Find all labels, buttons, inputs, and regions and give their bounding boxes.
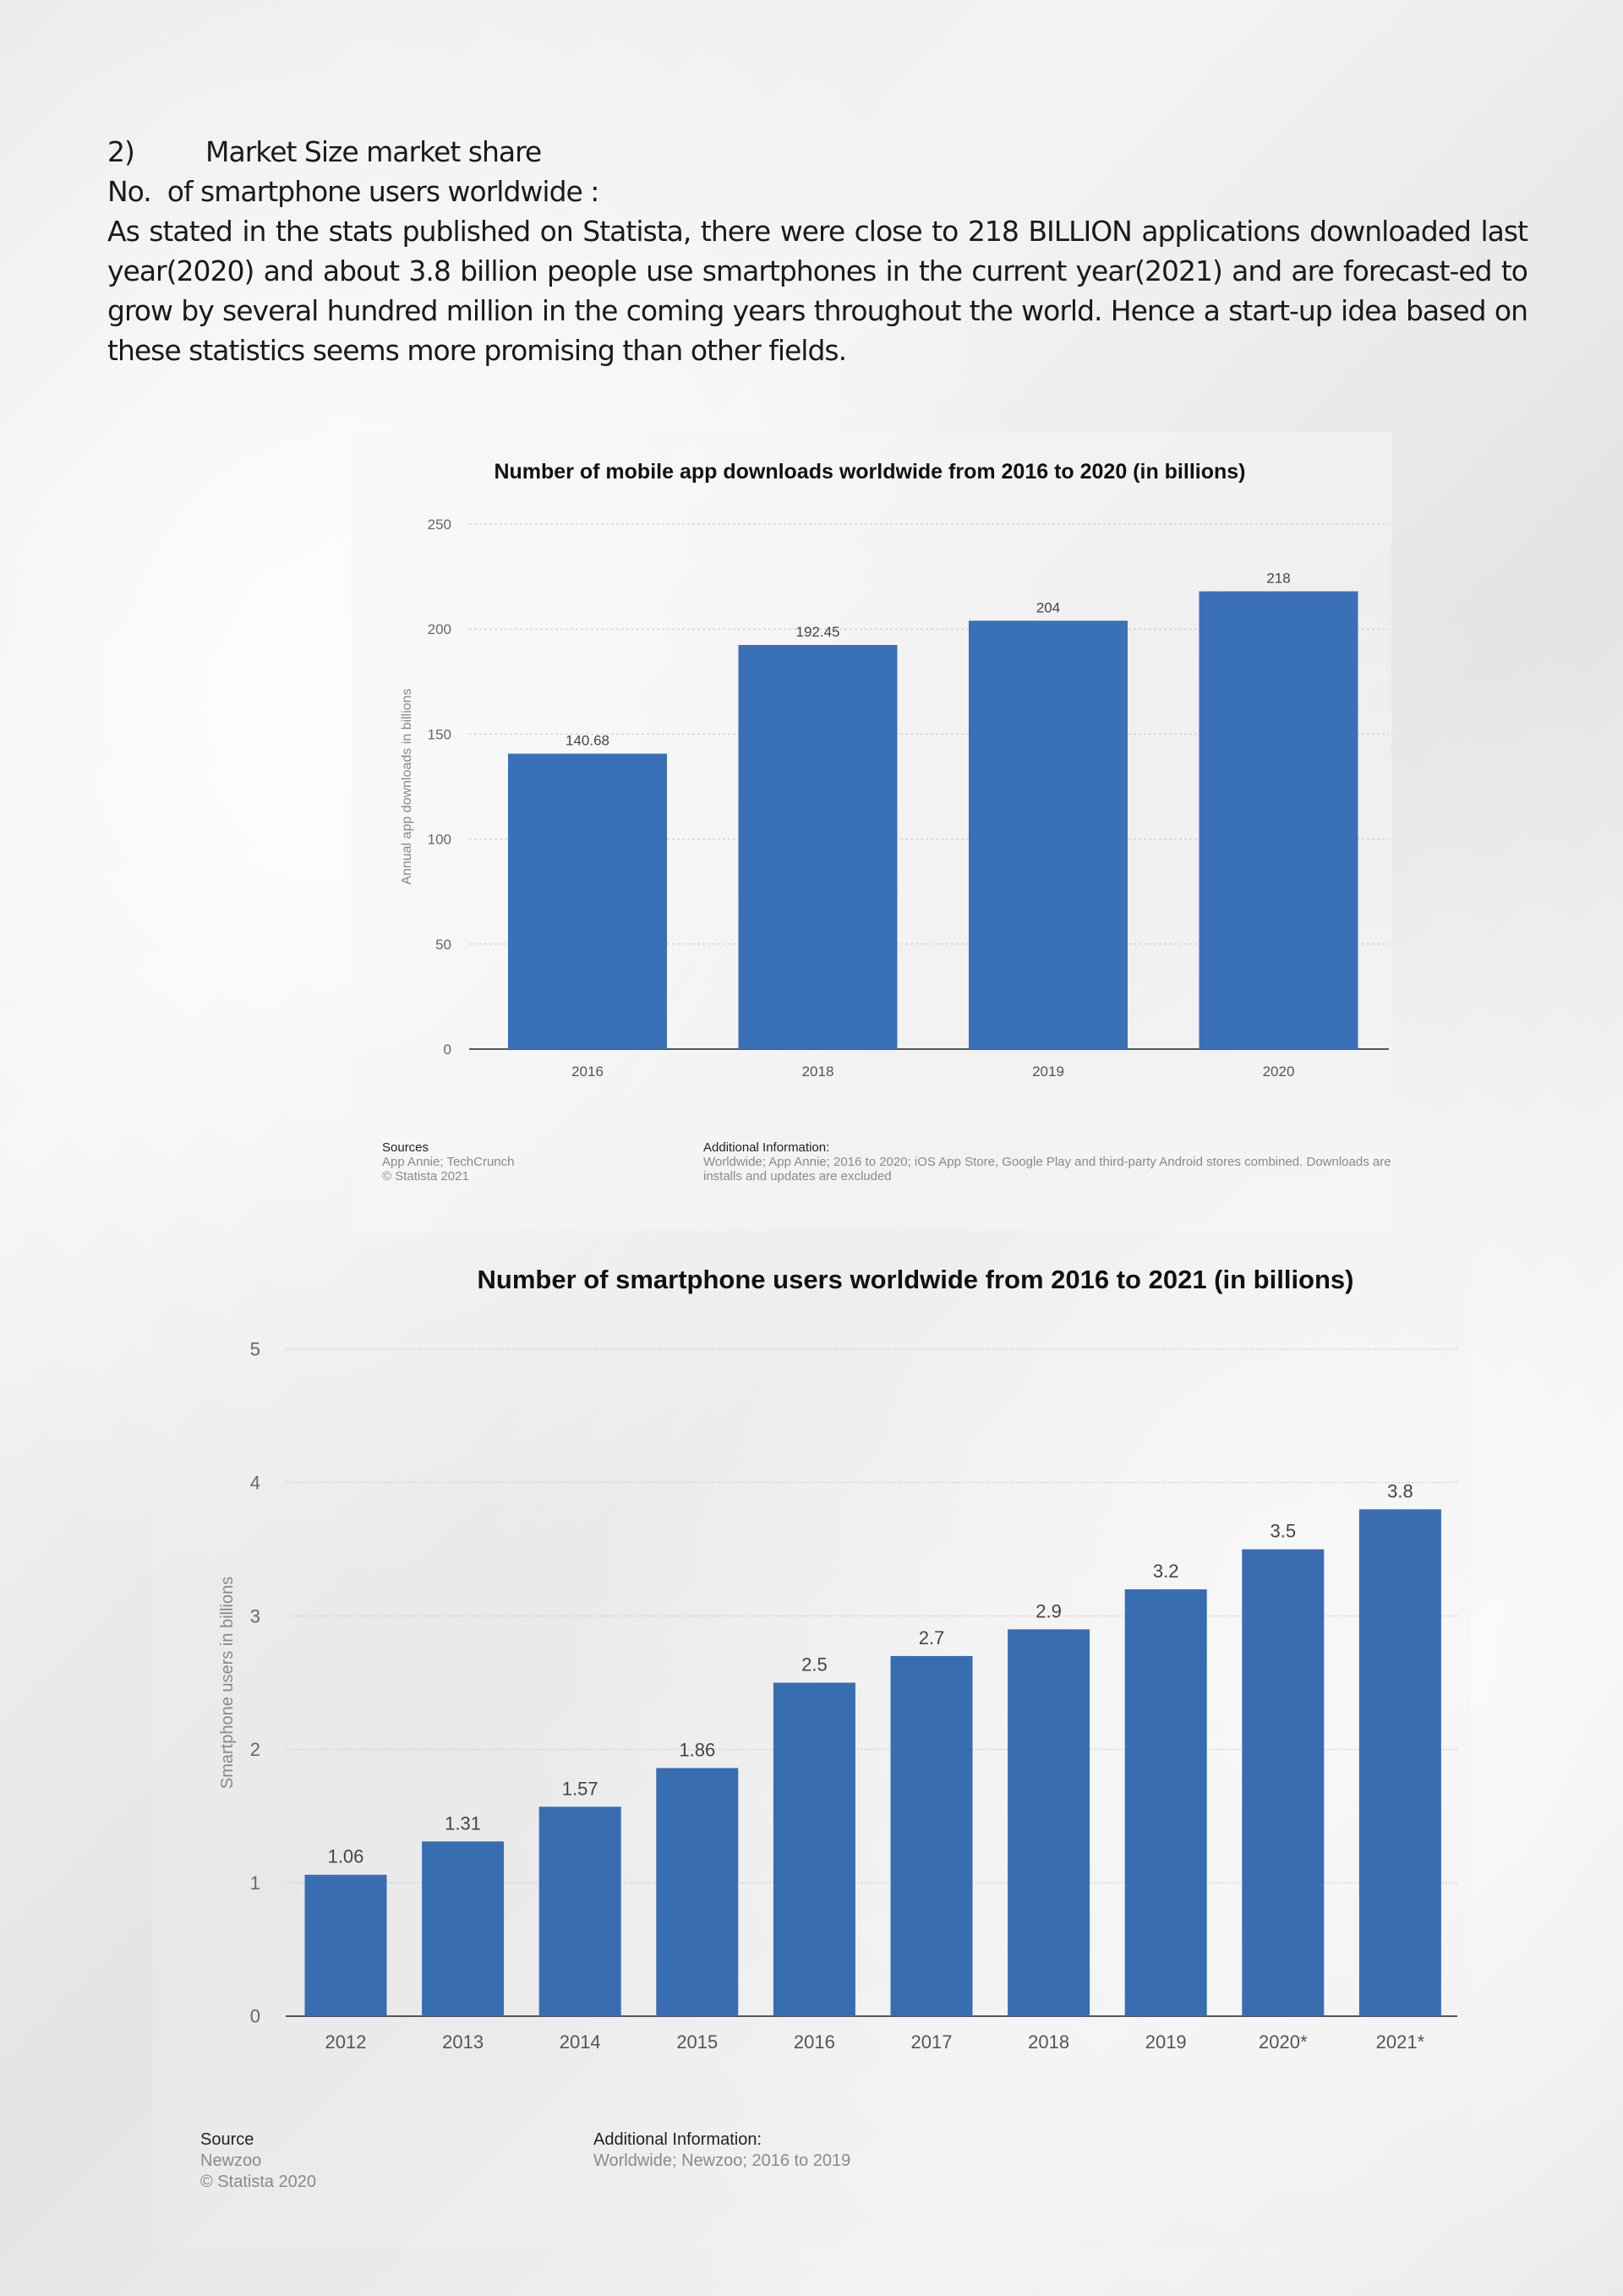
x-tick-label: 2018 [1028, 2031, 1069, 2053]
x-tick-label: 2013 [442, 2031, 484, 2053]
bar [969, 620, 1128, 1049]
x-tick-label: 2015 [676, 2031, 718, 2053]
chart2-sources: Source Newzoo © Statista 2020 [200, 2129, 316, 2193]
x-tick-label: 2020 [1263, 1063, 1295, 1080]
data-label: 1.57 [562, 1778, 598, 1799]
y-tick-label: 150 [428, 726, 451, 742]
bar [890, 1655, 973, 2016]
x-tick-label: 2012 [325, 2031, 367, 2053]
y-tick-label: 3 [250, 1605, 260, 1626]
y-tick-label: 4 [250, 1473, 260, 1494]
sources-text: App Annie; TechCrunch [382, 1155, 515, 1169]
x-tick-label: 2016 [794, 2031, 835, 2053]
copyright-text: © Statista 2021 [382, 1169, 469, 1184]
data-label: 3.5 [1271, 1521, 1297, 1542]
info-text: installs and updates are excluded [703, 1169, 892, 1184]
bar [773, 1682, 855, 2016]
y-tick-label: 0 [444, 1041, 451, 1058]
y-tick-label: 2 [250, 1739, 260, 1760]
data-label: 2.9 [1036, 1600, 1062, 1621]
bar [1358, 1509, 1441, 2016]
x-tick-label: 2021* [1376, 2031, 1425, 2053]
y-tick-label: 100 [428, 832, 451, 848]
data-label: 2.7 [919, 1627, 945, 1648]
intro-text: 2) Market Size market share No. of smartp… [107, 132, 1528, 370]
y-tick-label: 1 [250, 1872, 260, 1894]
data-label: 192.45 [796, 624, 840, 640]
chart2-additional-info: Additional Information: Worldwide; Newzo… [593, 2129, 850, 2172]
info-text: Worldwide; Newzoo; 2016 to 2019 [593, 2151, 851, 2170]
data-label: 1.86 [679, 1739, 715, 1760]
subheading: No. of smartphone users worldwide : [107, 175, 599, 208]
bar [304, 1874, 387, 2016]
x-tick-label: 2020* [1259, 2031, 1308, 2053]
x-tick-label: 2019 [1032, 1063, 1064, 1080]
bar [1242, 1549, 1325, 2016]
chart-title: Number of mobile app downloads worldwide… [494, 460, 1245, 484]
x-tick-label: 2016 [571, 1063, 604, 1080]
data-label: 204 [1036, 599, 1060, 615]
data-label: 3.8 [1387, 1480, 1413, 1501]
sources-heading: Sources [382, 1140, 429, 1155]
data-label: 2.5 [801, 1654, 828, 1676]
y-tick-label: 0 [250, 2006, 260, 2027]
y-tick-label: 50 [435, 937, 451, 953]
bar [422, 1841, 505, 2016]
chart-title: Number of smartphone users worldwide fro… [478, 1265, 1354, 1294]
bar [538, 1807, 621, 2016]
x-tick-label: 2018 [802, 1063, 834, 1080]
y-axis-label: Smartphone users in billions [218, 1577, 237, 1789]
bar [738, 644, 898, 1049]
info-heading: Additional Information: [703, 1140, 830, 1155]
bar [508, 753, 667, 1049]
data-label: 1.31 [445, 1812, 481, 1834]
x-tick-label: 2014 [560, 2031, 601, 2053]
chart1-additional-info: Additional Information: Worldwide; App A… [703, 1140, 1447, 1184]
copyright-text: © Statista 2020 [200, 2173, 317, 2191]
sources-text: Newzoo [200, 2151, 262, 2170]
data-label: 3.2 [1153, 1561, 1179, 1582]
y-axis-label: Annual app downloads in billions [400, 688, 414, 884]
bar [1124, 1589, 1207, 2016]
x-tick-label: 2017 [911, 2031, 953, 2053]
data-label: 218 [1266, 570, 1290, 586]
y-tick-label: 250 [428, 517, 451, 533]
y-tick-label: 5 [250, 1339, 260, 1360]
x-tick-label: 2019 [1145, 2031, 1187, 2053]
chart1-sources: Sources App Annie; TechCrunch © Statista… [382, 1140, 515, 1184]
bar [1199, 591, 1358, 1049]
section-number: 2) [107, 135, 135, 168]
info-heading: Additional Information: [593, 2130, 762, 2149]
data-label: 1.06 [328, 1846, 364, 1867]
y-tick-label: 200 [428, 621, 451, 637]
sources-heading: Source [200, 2130, 254, 2149]
section-heading: 2) Market Size market share [107, 132, 1527, 172]
section-title: Market Size market share [205, 135, 542, 168]
paragraph: As stated in the stats published on Stat… [107, 215, 1528, 367]
bar [656, 1768, 739, 2016]
info-text: Worldwide; App Annie; 2016 to 2020; iOS … [703, 1155, 1391, 1169]
data-label: 140.68 [566, 733, 609, 749]
bar [1008, 1629, 1090, 2016]
